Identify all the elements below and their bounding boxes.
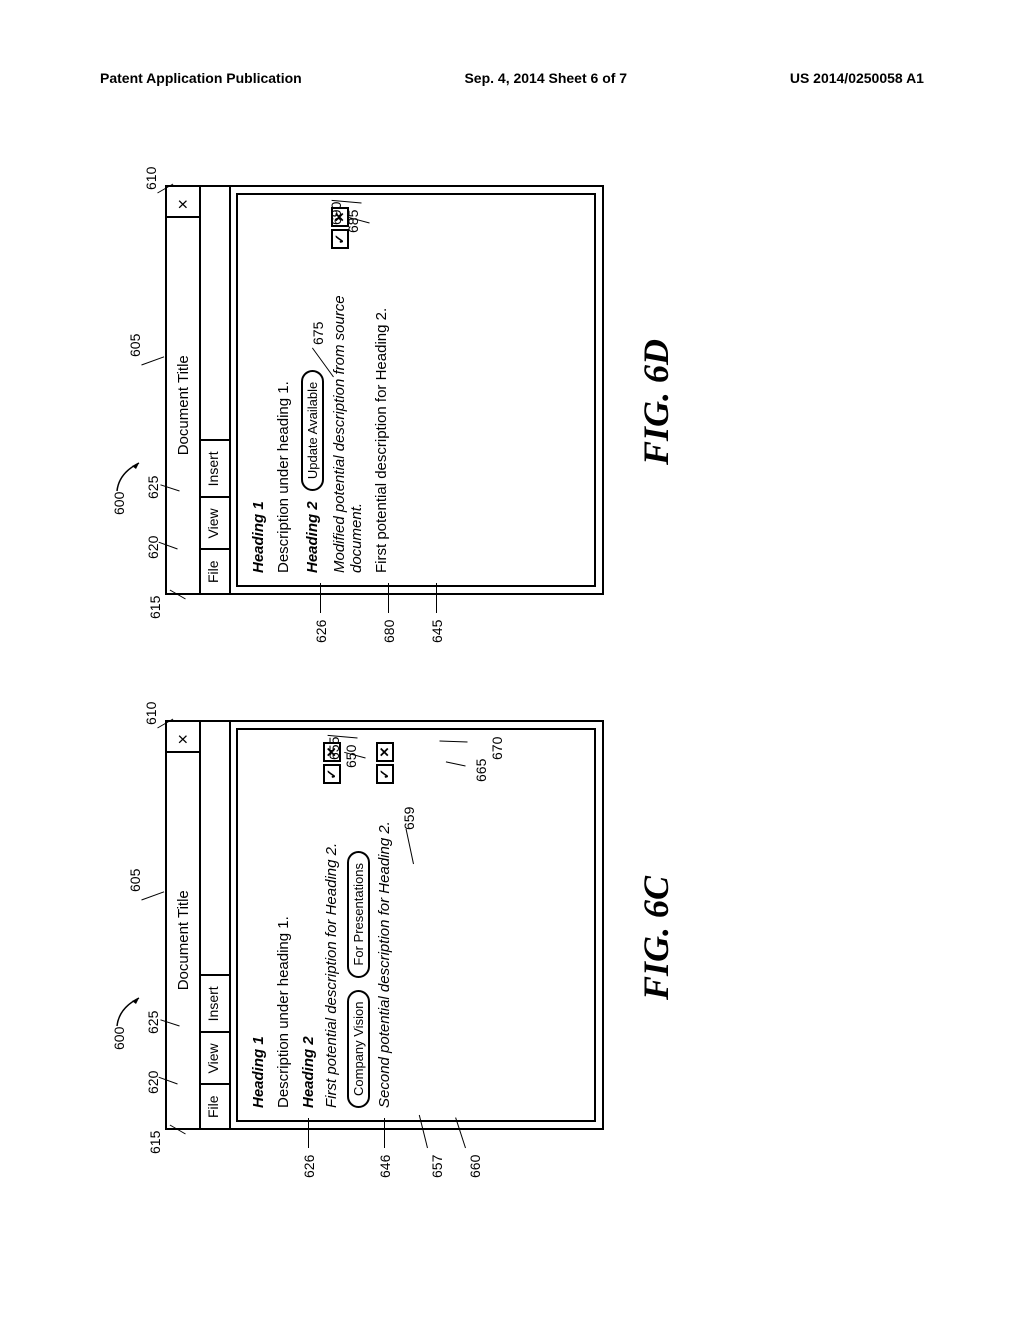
chip-for-presentations[interactable]: For Presentations <box>347 851 370 978</box>
heading-2: Heading 2 <box>300 742 317 1108</box>
chip-update-available[interactable]: Update Available <box>301 370 324 491</box>
curve-arrow-icon <box>115 988 147 1028</box>
header-left: Patent Application Publication <box>100 70 302 86</box>
menu-file[interactable]: File <box>201 1083 229 1128</box>
accept-icon[interactable]: ✓ <box>323 764 341 784</box>
ref-646-c: 646 <box>377 1155 393 1178</box>
second-potential-line: Second potential description for Heading… <box>376 742 394 1108</box>
header-right: US 2014/0250058 A1 <box>790 70 924 86</box>
ref-659-c: 659 <box>401 807 417 830</box>
ref-620-c: 620 <box>145 1071 161 1094</box>
menu-view[interactable]: View <box>201 496 229 548</box>
window-title: Document Title <box>175 218 192 593</box>
ref-615-c: 615 <box>147 1131 163 1154</box>
second-potential-text: Second potential description for Heading… <box>376 784 393 1108</box>
figures-area: 600 605 610 615 620 625 626 646 650 655 … <box>0 255 1024 1105</box>
chip-company-vision[interactable]: Company Vision <box>347 990 370 1108</box>
first-potential-text: First potential description for Heading … <box>323 784 340 1108</box>
ref-657-c: 657 <box>429 1155 445 1178</box>
heading2-row: Heading 2 Update Available <box>300 207 325 573</box>
ref-626-d: 626 <box>313 620 329 643</box>
ref-615-d: 615 <box>147 596 163 619</box>
ref-610-d: 610 <box>143 167 159 190</box>
chip-row: Company Vision For Presentations <box>347 742 370 1108</box>
ref-625-d: 625 <box>145 476 161 499</box>
ref-605-c: 605 <box>127 869 143 892</box>
figure-6c: 600 605 610 615 620 625 626 646 650 655 … <box>165 715 604 1190</box>
ref-600-c: 600 <box>111 1027 127 1050</box>
content-area: Heading 1 Description under heading 1. H… <box>236 728 596 1122</box>
header-center: Sep. 4, 2014 Sheet 6 of 7 <box>464 70 627 86</box>
heading-1: Heading 1 <box>250 742 267 1108</box>
ref-655-c: 655 <box>326 737 342 760</box>
curve-arrow-icon <box>115 453 147 493</box>
desc-heading1: Description under heading 1. <box>275 742 292 1108</box>
modified-desc-line: Modified potential description from sour… <box>331 207 365 573</box>
window-6d: Document Title × File View Insert Headin… <box>165 185 604 595</box>
close-button[interactable]: × <box>167 193 199 218</box>
ref-660-c: 660 <box>467 1155 483 1178</box>
figure-6d: 600 605 610 615 620 625 626 675 680 685 … <box>165 180 604 655</box>
accept-icon[interactable]: ✓ <box>376 764 394 784</box>
menubar: File View Insert <box>201 187 231 593</box>
ref-675-d: 675 <box>310 322 326 345</box>
ref-680-d: 680 <box>381 620 397 643</box>
ref-690-d: 690 <box>328 202 344 225</box>
ref-620-d: 620 <box>145 536 161 559</box>
ref-665-c: 665 <box>473 759 489 782</box>
ref-610-c: 610 <box>143 702 159 725</box>
ref-605-d: 605 <box>127 334 143 357</box>
ref-625-c: 625 <box>145 1011 161 1034</box>
ref-600-d: 600 <box>111 492 127 515</box>
reject-icon[interactable]: ✕ <box>376 742 394 762</box>
first-potential-line: First potential description for Heading … <box>323 742 341 1108</box>
titlebar: Document Title × <box>167 722 201 1128</box>
ref-685-d: 685 <box>345 210 361 233</box>
menu-file[interactable]: File <box>201 548 229 593</box>
desc-heading1: Description under heading 1. <box>275 207 292 573</box>
menu-view[interactable]: View <box>201 1031 229 1083</box>
window-6c: Document Title × File View Insert Headin… <box>165 720 604 1130</box>
heading-1: Heading 1 <box>250 207 267 573</box>
menubar: File View Insert <box>201 722 231 1128</box>
ref-626-c: 626 <box>301 1155 317 1178</box>
close-button[interactable]: × <box>167 728 199 753</box>
content-area: Heading 1 Description under heading 1. H… <box>236 193 596 587</box>
figure-caption-6c: FIG. 6C <box>635 876 677 1000</box>
ref-645-d: 645 <box>429 620 445 643</box>
figure-caption-6d: FIG. 6D <box>635 339 677 465</box>
modified-desc-text: Modified potential description from sour… <box>331 249 365 573</box>
page-header: Patent Application Publication Sep. 4, 2… <box>0 0 1024 96</box>
ref-670-c: 670 <box>489 737 505 760</box>
menu-insert[interactable]: Insert <box>201 439 229 496</box>
window-title: Document Title <box>175 753 192 1128</box>
menu-insert[interactable]: Insert <box>201 974 229 1031</box>
titlebar: Document Title × <box>167 187 201 593</box>
heading-2: Heading 2 <box>304 501 321 573</box>
first-potential-text-d: First potential description for Heading … <box>373 207 390 573</box>
